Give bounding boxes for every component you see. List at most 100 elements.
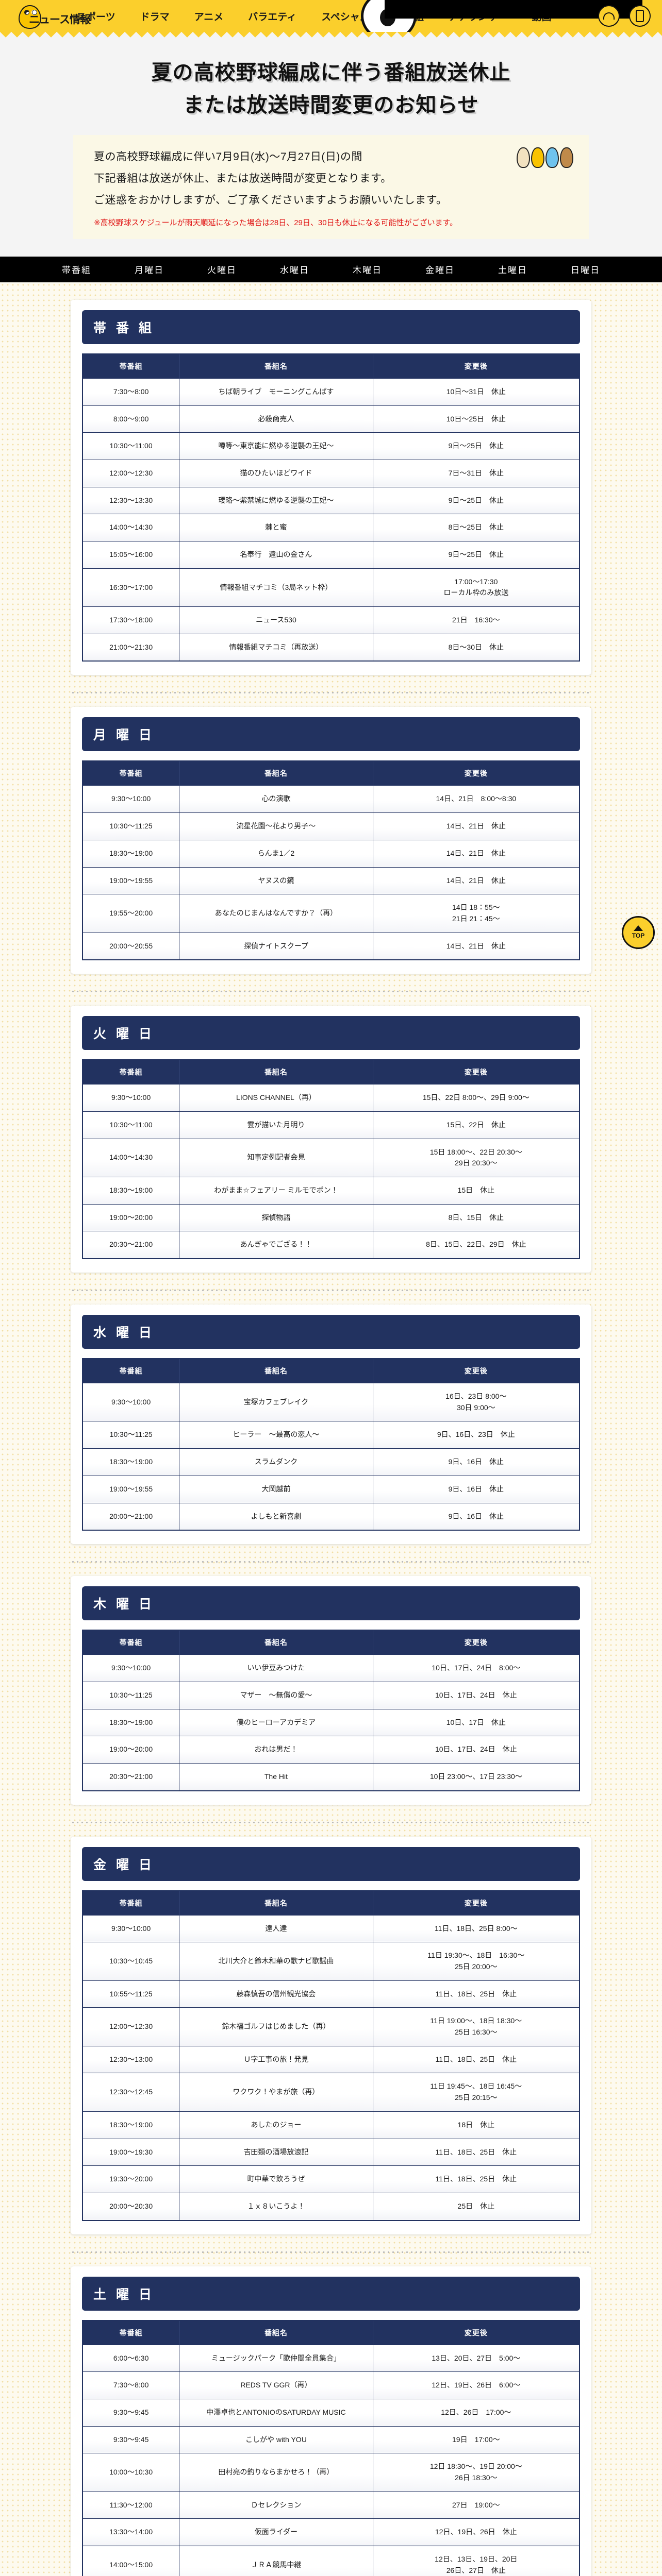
table-row: 19:00〜20:00 おれは男だ！ 10日、17日、24日 休止 [82,1736,580,1764]
column-header: 変更後 [373,353,580,379]
cell-time: 19:00〜19:30 [82,2138,180,2166]
tab-saturday[interactable]: 土曜日 [498,265,527,276]
column-header: 変更後 [373,1890,580,1916]
cell-program-name: 情報番組マチコミ（再放送） [179,633,373,662]
table-row: 14:00〜15:00 ＪＲＡ競馬中継 12日、13日、19日、20日 26日、27日… [82,2546,580,2576]
table-row: 12:00〜12:30 鈴木福ゴルフはじめました（再） 11日 19:00〜、18日… [82,2007,580,2046]
nav-item-drama[interactable]: ドラマ [140,11,170,23]
table-row: 9:30〜9:45 中澤卓也とANTONIOのSATURDAY MUSIC 12日、… [82,2398,580,2427]
section-divider [71,1818,591,1823]
nav-item-sports[interactable]: スポーツ [76,11,115,23]
cell-program-name: 大岡越前 [179,1475,373,1503]
cell-program-name: 探偵ナイトスクープ [179,932,373,960]
cell-time: 9:30〜10:00 [82,785,180,814]
tab-tuesday[interactable]: 火曜日 [207,265,237,276]
cell-change: 13日、20日、27日 5:00〜 [372,2344,580,2372]
section-divider [71,2247,591,2253]
table-row: 19:00〜19:55 大岡越前 9日、16日 休止 [82,1475,580,1503]
cell-change: 10日 23:00〜、17日 23:30〜 [372,1762,580,1791]
cell-time: 20:30〜21:00 [82,1231,180,1259]
cell-change: 10日〜31日 休止 [372,378,580,406]
cell-time: 10:30〜11:00 [82,432,180,460]
page-top-button[interactable]: TOP [622,916,655,949]
cell-program-name: らんま1／2 [179,839,373,868]
table-header-row: 帯番組 番組名 変更後 [82,1630,580,1655]
cell-time: 12:00〜12:30 [82,459,180,487]
global-navigation: ニュース情報 スポーツ ドラマ アニメ バラエティ スペシャル 新番組 アナウン… [0,0,662,32]
tab-monday[interactable]: 月曜日 [135,265,164,276]
cell-change: 15日、22日 休止 [372,1111,580,1139]
cell-program-name: あなたのじまんはなんですか？（再） [179,894,373,933]
cell-time: 18:30〜19:00 [82,839,180,868]
cell-time: 9:30〜10:00 [82,1084,180,1112]
site-logo[interactable] [14,1,52,31]
nav-item-list: スポーツ ドラマ アニメ バラエティ スペシャル 新番組 アナウンサー 動画 [76,0,642,32]
table-row: 20:30〜21:00 The Hit 10日 23:00〜、17日 23:30〜 [82,1762,580,1791]
cell-change: 11日、18日、25日 休止 [372,1980,580,2008]
table-row: 20:30〜21:00 あんぎゃでござる！！ 8日、15日、22日、29日 休止 [82,1231,580,1259]
table-row: 17:30〜18:00 ニュース530 21日 16:30〜 [82,606,580,634]
section-divider [71,987,591,993]
cell-time: 19:00〜20:00 [82,1204,180,1232]
cell-time: 18:30〜19:00 [82,1177,180,1205]
cell-time: 18:30〜19:00 [82,1448,180,1476]
schedule-table: 帯番組 番組名 変更後 9:30〜10:00 LIONS CHANNEL（再） 15日、2… [82,1059,580,1260]
cell-program-name: 吉田類の酒場放浪記 [179,2138,373,2166]
table-row: 11:30〜12:00 Ｄセレクション 27日 19:00〜 [82,2491,580,2519]
table-row: 12:30〜13:00 Ｕ字工事の旅！発見 11日、18日、25日 休止 [82,2045,580,2074]
nav-item-special[interactable]: スペシャル [321,11,370,23]
table-row: 12:30〜13:30 瓔珞〜紫禁城に燃ゆる逆襲の王妃〜 9日〜25日 休止 [82,486,580,515]
tab-sunday[interactable]: 日曜日 [571,265,600,276]
page-title-line2: または放送時間変更のお知らせ [183,94,479,117]
cell-program-name: LIONS CHANNEL（再） [179,1084,373,1112]
fan-club-icon[interactable] [598,5,620,27]
cell-program-name: 北川大介と鈴木和華の歌ナビ歌謡曲 [179,1942,373,1981]
table-row: 12:30〜12:45 ワクワク！やまが旅（再） 11日 19:45〜、18日 16… [82,2073,580,2112]
tab-thursday[interactable]: 木曜日 [353,265,382,276]
cell-time: 7:30〜8:00 [82,378,180,406]
table-header-row: 帯番組 番組名 変更後 [82,353,580,379]
cell-time: 17:30〜18:00 [82,606,180,634]
table-row: 6:00〜6:30 ミュージックパーク「歌仲間全員集合」 13日、20日、27日 5… [82,2344,580,2372]
cell-change: 18日 休止 [372,2111,580,2139]
cell-program-name: 雲が描いた月明り [179,1111,373,1139]
nav-item-news-info[interactable]: ニュース情報 [29,14,91,26]
cell-time: 10:30〜10:45 [82,1942,180,1981]
cell-program-name: 噂等～東京能に燃ゆる逆襲の王妃～ [179,432,373,460]
cell-time: 18:30〜19:00 [82,2111,180,2139]
cell-change: 12日、19日、26日 休止 [372,2518,580,2547]
cell-program-name: いい伊豆みつけた [179,1654,373,1682]
tab-wednesday[interactable]: 水曜日 [280,265,309,276]
cell-program-name: 必殺商売人 [179,405,373,433]
table-row: 10:30〜11:25 ヒーラー 〜最高の恋人〜 9日、16日、23日 休止 [82,1421,580,1449]
cell-program-name: 知事定例記者会見 [179,1138,373,1178]
cell-change: 12日、26日 17:00〜 [372,2398,580,2427]
cell-time: 9:30〜10:00 [82,1654,180,1682]
mobile-icon[interactable] [629,5,651,27]
nav-item-variety[interactable]: バラエティ [248,11,297,23]
cell-time: 10:55〜11:25 [82,1980,180,2008]
table-row: 10:30〜11:25 流星花園〜花より男子〜 14日、21日 休止 [82,812,580,840]
cell-program-name: 瓔珞〜紫禁城に燃ゆる逆襲の王妃〜 [179,486,373,515]
cell-time: 10:30〜11:00 [82,1111,180,1139]
tab-obi-bangumi[interactable]: 帯番組 [62,265,91,276]
table-row: 18:30〜19:00 わがまま☆フェアリー ミルモでポン！ 15日 休止 [82,1177,580,1205]
schedule-card-title: 土 曜 日 [82,2276,580,2311]
cell-change: 8日〜30日 休止 [372,633,580,662]
cell-time: 10:00〜10:30 [82,2453,180,2492]
tab-friday[interactable]: 金曜日 [425,265,455,276]
table-row: 19:55〜20:00 あなたのじまんはなんですか？（再） 14日 18：55〜 21… [82,894,580,933]
table-row: 21:00〜21:30 情報番組マチコミ（再放送） 8日〜30日 休止 [82,633,580,662]
column-header: 番組名 [179,2320,373,2345]
column-header: 変更後 [373,761,580,786]
table-row: 10:30〜10:45 北川大介と鈴木和華の歌ナビ歌謡曲 11日 19:30〜、18… [82,1942,580,1981]
schedule-table: 帯番組 番組名 変更後 6:00〜6:30 ミュージックパーク「歌仲間全員集合」 13日、… [82,2319,580,2576]
cell-program-name: 棘と蜜 [179,514,373,541]
nav-item-anime[interactable]: アニメ [194,11,224,23]
cell-program-name: REDS TV GGR（再） [179,2371,373,2399]
cell-program-name: わがまま☆フェアリー ミルモでポン！ [179,1177,373,1205]
column-header: 変更後 [373,1630,580,1655]
cell-change: 25日 休止 [372,2192,580,2221]
cell-program-name: あしたのジョー [179,2111,373,2139]
table-row: 19:00〜19:30 吉田類の酒場放浪記 11日、18日、25日 休止 [82,2138,580,2166]
